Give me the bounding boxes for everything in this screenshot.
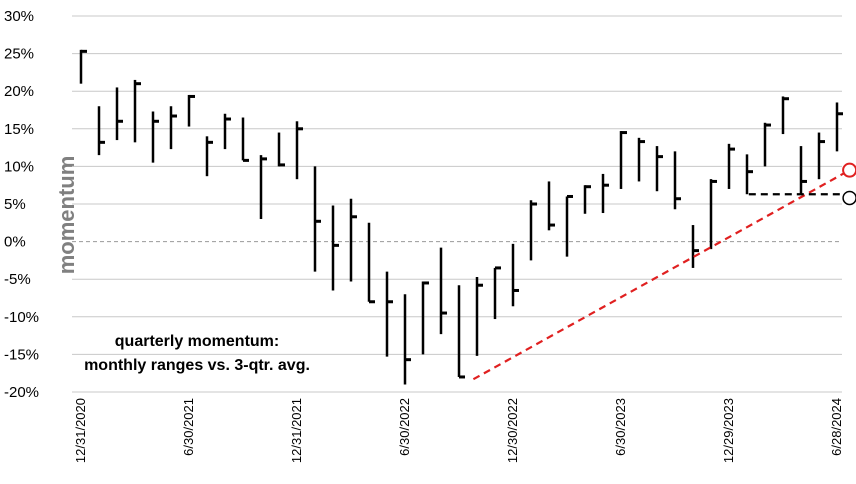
marker [842, 162, 856, 178]
x-tick-label: 6/30/2023 [613, 398, 628, 456]
x-tick-label: 6/30/2021 [181, 398, 196, 456]
y-tick-label: -5% [4, 271, 31, 288]
y-tick-label: 30% [4, 8, 34, 25]
y-tick-label: 10% [4, 158, 34, 175]
y-tick-label: -20% [4, 384, 39, 401]
x-tick-label: 12/31/2021 [289, 398, 304, 463]
x-tick-label: 6/28/2024 [829, 398, 844, 456]
y-tick-label: 5% [4, 196, 26, 213]
y-tick-label: -15% [4, 346, 39, 363]
y-axis-label: momentum [54, 156, 79, 275]
x-tick-label: 12/30/2022 [505, 398, 520, 463]
x-tick-label: 12/31/2020 [73, 398, 88, 463]
marker [842, 190, 856, 206]
y-tick-label: 25% [4, 46, 34, 63]
annotation: monthly ranges vs. 3-qtr. avg. [84, 357, 310, 374]
annotation: quarterly momentum: [115, 333, 279, 350]
y-tick-label: 0% [4, 234, 26, 251]
y-tick-label: -10% [4, 309, 39, 326]
y-tick-label: 20% [4, 83, 34, 100]
y-tick-label: 15% [4, 121, 34, 138]
x-tick-label: 12/29/2023 [721, 398, 736, 463]
x-tick-label: 6/30/2022 [397, 398, 412, 456]
